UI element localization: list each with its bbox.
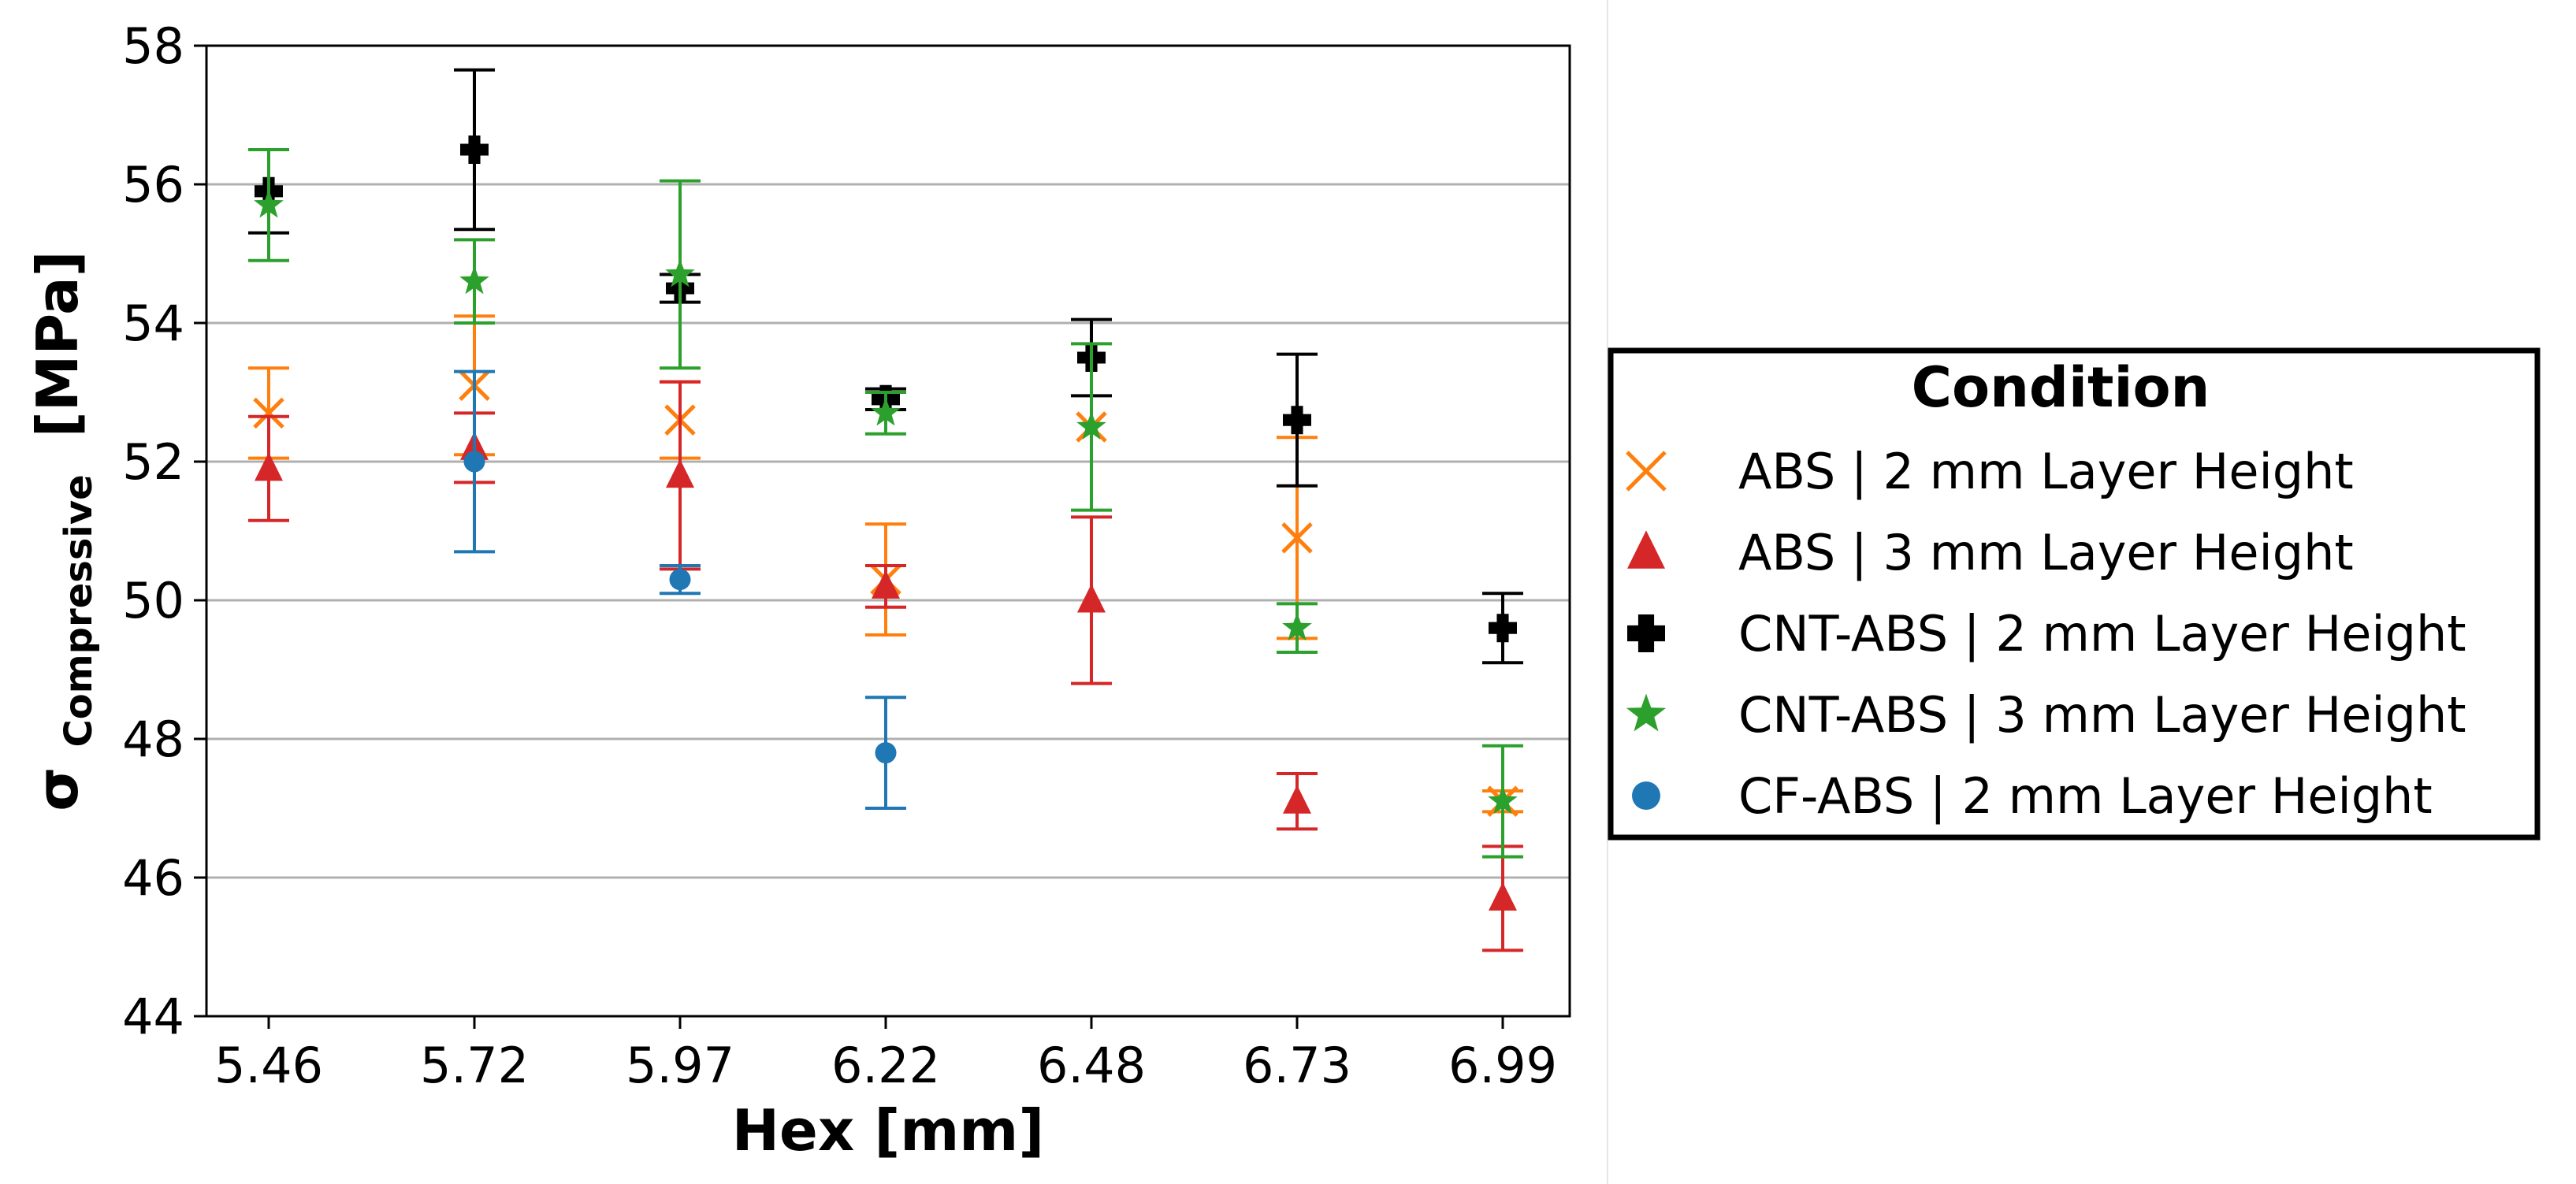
marker-plus — [1283, 406, 1311, 435]
marker-star — [1282, 612, 1312, 641]
marker-triangle — [1077, 584, 1106, 613]
legend-label: CNT-ABS | 2 mm Layer Height — [1738, 605, 2466, 663]
legend-box — [1608, 347, 2541, 841]
y-tick-label: 58 — [122, 17, 184, 75]
data-point — [1071, 515, 1112, 685]
marker-star — [1488, 785, 1518, 815]
data-point — [865, 564, 906, 609]
plot-frame — [205, 44, 1571, 1018]
marker-triangle — [872, 570, 900, 599]
x-tick-label: 5.72 — [420, 1037, 529, 1094]
marker-plus — [1489, 614, 1517, 643]
y-axis-title-unit: [MPa] — [24, 251, 91, 437]
legend-label: ABS | 3 mm Layer Height — [1738, 524, 2354, 582]
marker-triangle — [666, 458, 694, 488]
data-point — [454, 68, 495, 232]
marker-triangle — [1627, 530, 1665, 569]
legend-entry: ABS | 2 mm Layer Height — [1626, 443, 2354, 501]
legend: Condition ABS | 2 mm Layer Height ABS | 3… — [1608, 347, 2541, 841]
marker-star — [1076, 411, 1106, 440]
x-tick-label: 6.99 — [1448, 1037, 1557, 1094]
y-tick-label: 56 — [122, 156, 184, 213]
marker-star — [665, 258, 695, 288]
y-axis-title-subscript: Compressive — [57, 474, 101, 747]
y-tick-label: 52 — [122, 433, 184, 491]
legend-title: Condition — [1912, 355, 2210, 420]
legend-entry: CNT-ABS | 2 mm Layer Height — [1627, 605, 2466, 663]
marker-circle — [463, 451, 485, 473]
marker-circle — [1632, 781, 1660, 810]
y-tick-label: 54 — [122, 295, 184, 352]
x-tick-label: 6.22 — [831, 1037, 940, 1094]
x-tick-label: 6.73 — [1243, 1037, 1351, 1094]
grid-lines — [206, 183, 1570, 879]
marker-star — [254, 189, 284, 218]
y-tick-label: 44 — [122, 988, 184, 1045]
data-point — [1482, 744, 1523, 859]
marker-x — [1626, 451, 1667, 492]
marker-x — [253, 397, 284, 429]
legend-label: ABS | 2 mm Layer Height — [1738, 443, 2354, 501]
x-tick-label: 5.97 — [626, 1037, 734, 1094]
marker-star — [459, 265, 489, 295]
data-point — [1277, 772, 1318, 831]
marker-plus — [1627, 614, 1665, 652]
y-tick-label: 46 — [122, 849, 184, 907]
series — [248, 148, 1523, 859]
marker-triangle — [1283, 785, 1311, 814]
series — [248, 380, 1523, 952]
marker-star — [871, 397, 901, 426]
legend-entry: CF-ABS | 2 mm Layer Height — [1632, 767, 2433, 826]
data-point — [1482, 592, 1523, 665]
data-point — [865, 391, 906, 436]
y-axis-ticks: 44 46 48 50 52 54 56 58 — [122, 17, 206, 1045]
y-axis-title: σ Compressive [MPa] — [24, 251, 105, 811]
marker-x — [1281, 522, 1313, 554]
data-point — [248, 148, 289, 262]
data-point — [865, 696, 906, 810]
legend-entry: ABS | 3 mm Layer Height — [1627, 524, 2354, 582]
svg-text:σ Compressive [MPa: σ Compressive [MPa] — [24, 251, 105, 811]
x-axis-ticks: 5.46 5.72 5.97 6.22 6.48 6.73 6.99 — [214, 1016, 1557, 1094]
marker-circle — [875, 742, 897, 764]
data-point — [1071, 342, 1112, 512]
x-tick-label: 6.48 — [1037, 1037, 1146, 1094]
data-point — [660, 564, 701, 596]
data-point — [1277, 352, 1318, 488]
data-point — [248, 414, 289, 522]
series — [454, 369, 906, 810]
data-point — [1277, 602, 1318, 654]
data-point — [454, 369, 495, 554]
y-tick-label: 50 — [122, 572, 184, 629]
data-series — [248, 68, 1523, 952]
marker-plus — [460, 135, 489, 164]
marker-triangle — [1489, 882, 1517, 911]
data-point — [660, 179, 701, 370]
y-tick-label: 48 — [122, 711, 184, 768]
y-axis-title-main: σ — [24, 767, 91, 811]
data-point — [454, 238, 495, 325]
marker-star — [1626, 693, 1667, 732]
x-tick-label: 5.46 — [214, 1037, 323, 1094]
x-axis-title: Hex [mm] — [732, 1097, 1044, 1164]
marker-triangle — [255, 452, 283, 481]
legend-entries: ABS | 2 mm Layer Height ABS | 3 mm Layer … — [1626, 443, 2466, 826]
legend-entry: CNT-ABS | 3 mm Layer Height — [1626, 686, 2466, 744]
marker-circle — [669, 569, 691, 591]
legend-label: CNT-ABS | 3 mm Layer Height — [1738, 686, 2466, 744]
legend-label: CF-ABS | 2 mm Layer Height — [1738, 767, 2433, 826]
